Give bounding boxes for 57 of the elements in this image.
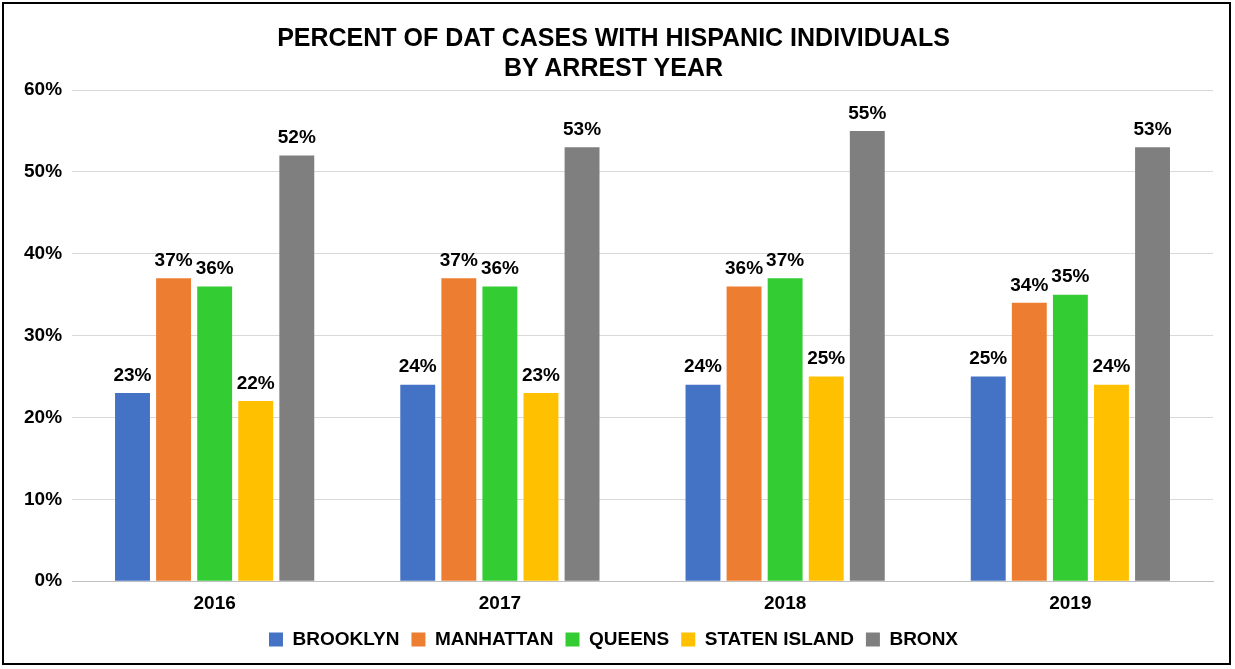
data-label: 37% — [439, 249, 478, 271]
x-tick-label: 2016 — [193, 591, 236, 613]
bar — [441, 278, 477, 581]
bar — [685, 384, 721, 581]
bar — [808, 376, 844, 581]
bar — [1052, 294, 1088, 581]
data-label: 24% — [683, 355, 723, 377]
bar — [482, 286, 518, 581]
data-label: 22% — [236, 371, 275, 393]
data-label: 53% — [563, 118, 602, 140]
y-tick-label: 60% — [24, 78, 63, 100]
data-label: 37% — [154, 249, 193, 271]
data-label: 24% — [1092, 355, 1131, 377]
bar — [400, 384, 436, 581]
y-tick-label: 50% — [24, 160, 63, 182]
legend-label: BROOKLYN — [292, 627, 400, 649]
data-label: 34% — [1010, 273, 1049, 295]
data-label: 37% — [766, 249, 805, 271]
y-tick-label: 20% — [24, 405, 63, 427]
bar — [115, 392, 150, 581]
data-label: 25% — [807, 347, 846, 369]
bar — [767, 278, 803, 581]
y-tick-label: 0% — [34, 569, 63, 591]
bar — [156, 278, 192, 581]
bar — [1135, 147, 1170, 581]
data-label: 23% — [521, 363, 561, 385]
chart-title: PERCENT OF DAT CASES WITH HISPANIC INDIVIDUALS BY ARREST YEAR — [277, 22, 950, 81]
y-tick-label: 40% — [24, 241, 63, 263]
legend-label: STATEN ISLAND — [704, 627, 854, 649]
data-label: 25% — [969, 347, 1008, 369]
data-label: 24% — [398, 355, 437, 377]
bar — [279, 155, 315, 581]
bar — [1094, 384, 1129, 581]
data-label: 36% — [480, 257, 520, 279]
data-label: 35% — [1051, 265, 1090, 287]
bar — [849, 130, 885, 581]
bar — [523, 392, 559, 581]
data-label: 53% — [1133, 118, 1172, 140]
legend-label: BRONX — [889, 627, 959, 649]
bar — [970, 376, 1006, 581]
data-label: 52% — [277, 126, 316, 148]
y-tick-label: 10% — [24, 487, 63, 509]
bar — [726, 286, 762, 581]
x-tick-label: 2019 — [1049, 591, 1092, 613]
data-label: 55% — [848, 101, 887, 123]
data-label: 36% — [195, 257, 234, 279]
bar — [238, 401, 274, 581]
bar — [197, 286, 233, 581]
bar — [1011, 302, 1047, 581]
y-tick-label: 30% — [24, 323, 63, 345]
bar — [564, 147, 600, 581]
legend-label: MANHATTAN — [434, 627, 554, 649]
x-tick-label: 2017 — [478, 591, 522, 613]
data-label: 36% — [725, 257, 764, 279]
x-tick-label: 2018 — [763, 591, 807, 613]
data-label: 23% — [113, 363, 152, 385]
legend-label: QUEENS — [588, 627, 670, 649]
